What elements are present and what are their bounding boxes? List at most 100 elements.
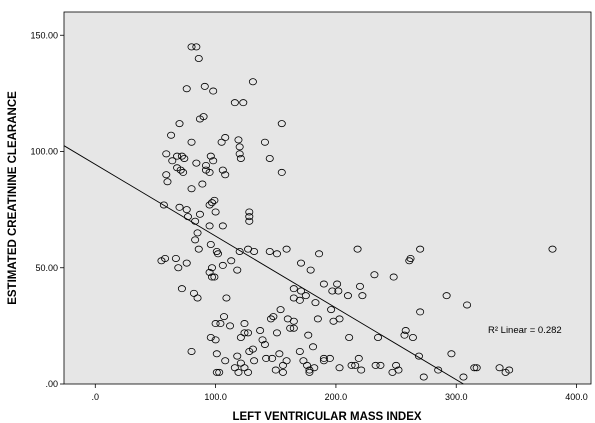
- data-point: [236, 333, 245, 341]
- data-point: [347, 361, 356, 369]
- data-point: [177, 152, 186, 160]
- data-point: [374, 333, 383, 341]
- data-point: [182, 206, 191, 214]
- data-point: [258, 336, 267, 344]
- data-point: [248, 345, 257, 353]
- data-point: [278, 368, 287, 376]
- data-point: [275, 350, 284, 358]
- data-point: [234, 136, 243, 144]
- data-point: [207, 273, 216, 281]
- data-point: [205, 268, 214, 276]
- data-point: [305, 368, 314, 376]
- data-point: [345, 333, 354, 341]
- data-point: [315, 250, 324, 258]
- data-point: [272, 329, 281, 337]
- data-point: [319, 280, 328, 288]
- data-point: [328, 287, 337, 295]
- data-point: [325, 354, 334, 362]
- data-point: [277, 120, 286, 128]
- data-point: [310, 364, 319, 372]
- data-point: [327, 306, 336, 314]
- data-point: [177, 285, 186, 293]
- data-point: [269, 313, 278, 321]
- data-point: [265, 154, 274, 162]
- data-point: [371, 361, 380, 369]
- data-point: [218, 222, 227, 230]
- data-point: [250, 357, 259, 365]
- data-point: [187, 347, 196, 355]
- data-point: [171, 254, 180, 262]
- fit-line: [63, 145, 464, 385]
- data-point: [221, 357, 230, 365]
- data-point: [239, 99, 248, 107]
- data-point: [353, 245, 362, 253]
- data-point: [266, 315, 275, 323]
- data-point: [248, 78, 257, 86]
- data-point: [175, 120, 184, 128]
- data-point: [167, 131, 176, 139]
- data-point: [227, 257, 236, 265]
- data-point: [271, 366, 280, 374]
- data-point: [211, 320, 220, 328]
- data-point: [215, 368, 224, 376]
- data-point: [233, 266, 242, 274]
- data-point: [163, 178, 172, 186]
- data-point: [205, 201, 214, 209]
- data-point: [198, 180, 207, 188]
- data-point: [392, 361, 401, 369]
- data-point: [416, 308, 425, 316]
- data-point: [408, 333, 417, 341]
- y-axis-title: ESTIMATED CREATININE CLEARANCE: [7, 91, 19, 305]
- data-point: [304, 331, 313, 339]
- data-point: [447, 350, 456, 358]
- data-point: [175, 203, 184, 211]
- data-point: [470, 364, 479, 372]
- data-point: [234, 368, 243, 376]
- data-point: [501, 368, 510, 376]
- data-point: [217, 138, 226, 146]
- data-point: [282, 245, 291, 253]
- data-point: [191, 236, 200, 244]
- data-point: [357, 366, 366, 374]
- data-point: [207, 264, 216, 272]
- data-point: [194, 245, 203, 253]
- data-point: [182, 259, 191, 267]
- data-point: [179, 168, 188, 176]
- data-point: [434, 366, 443, 374]
- data-point: [463, 301, 472, 309]
- data-point: [161, 254, 170, 262]
- data-point: [442, 292, 451, 300]
- data-point: [289, 317, 298, 325]
- data-point: [262, 354, 271, 362]
- data-point: [260, 138, 269, 146]
- data-point: [187, 43, 196, 51]
- data-point: [235, 143, 244, 151]
- data-point: [226, 322, 235, 330]
- data-point: [250, 247, 259, 255]
- data-point: [406, 254, 415, 262]
- data-point: [162, 150, 171, 158]
- data-point: [211, 336, 220, 344]
- data-point: [182, 85, 191, 93]
- data-point: [245, 217, 254, 225]
- data-point: [548, 245, 557, 253]
- data-point: [209, 87, 218, 95]
- data-point: [221, 171, 230, 179]
- data-point: [355, 282, 364, 290]
- data-point: [220, 313, 229, 321]
- fit-line-label: R² Linear = 0.282: [488, 325, 562, 336]
- data-point: [212, 368, 221, 376]
- data-point: [193, 229, 202, 237]
- data-point: [174, 264, 183, 272]
- data-point: [207, 199, 216, 207]
- data-point: [388, 368, 397, 376]
- data-point: [260, 340, 269, 348]
- data-point: [400, 331, 409, 339]
- y-tick-label: 150.00: [30, 30, 58, 40]
- y-tick-label: .00: [45, 379, 58, 389]
- data-point: [233, 352, 242, 360]
- y-tick-label: 50.00: [35, 263, 58, 273]
- data-point: [193, 294, 202, 302]
- data-point: [176, 166, 185, 174]
